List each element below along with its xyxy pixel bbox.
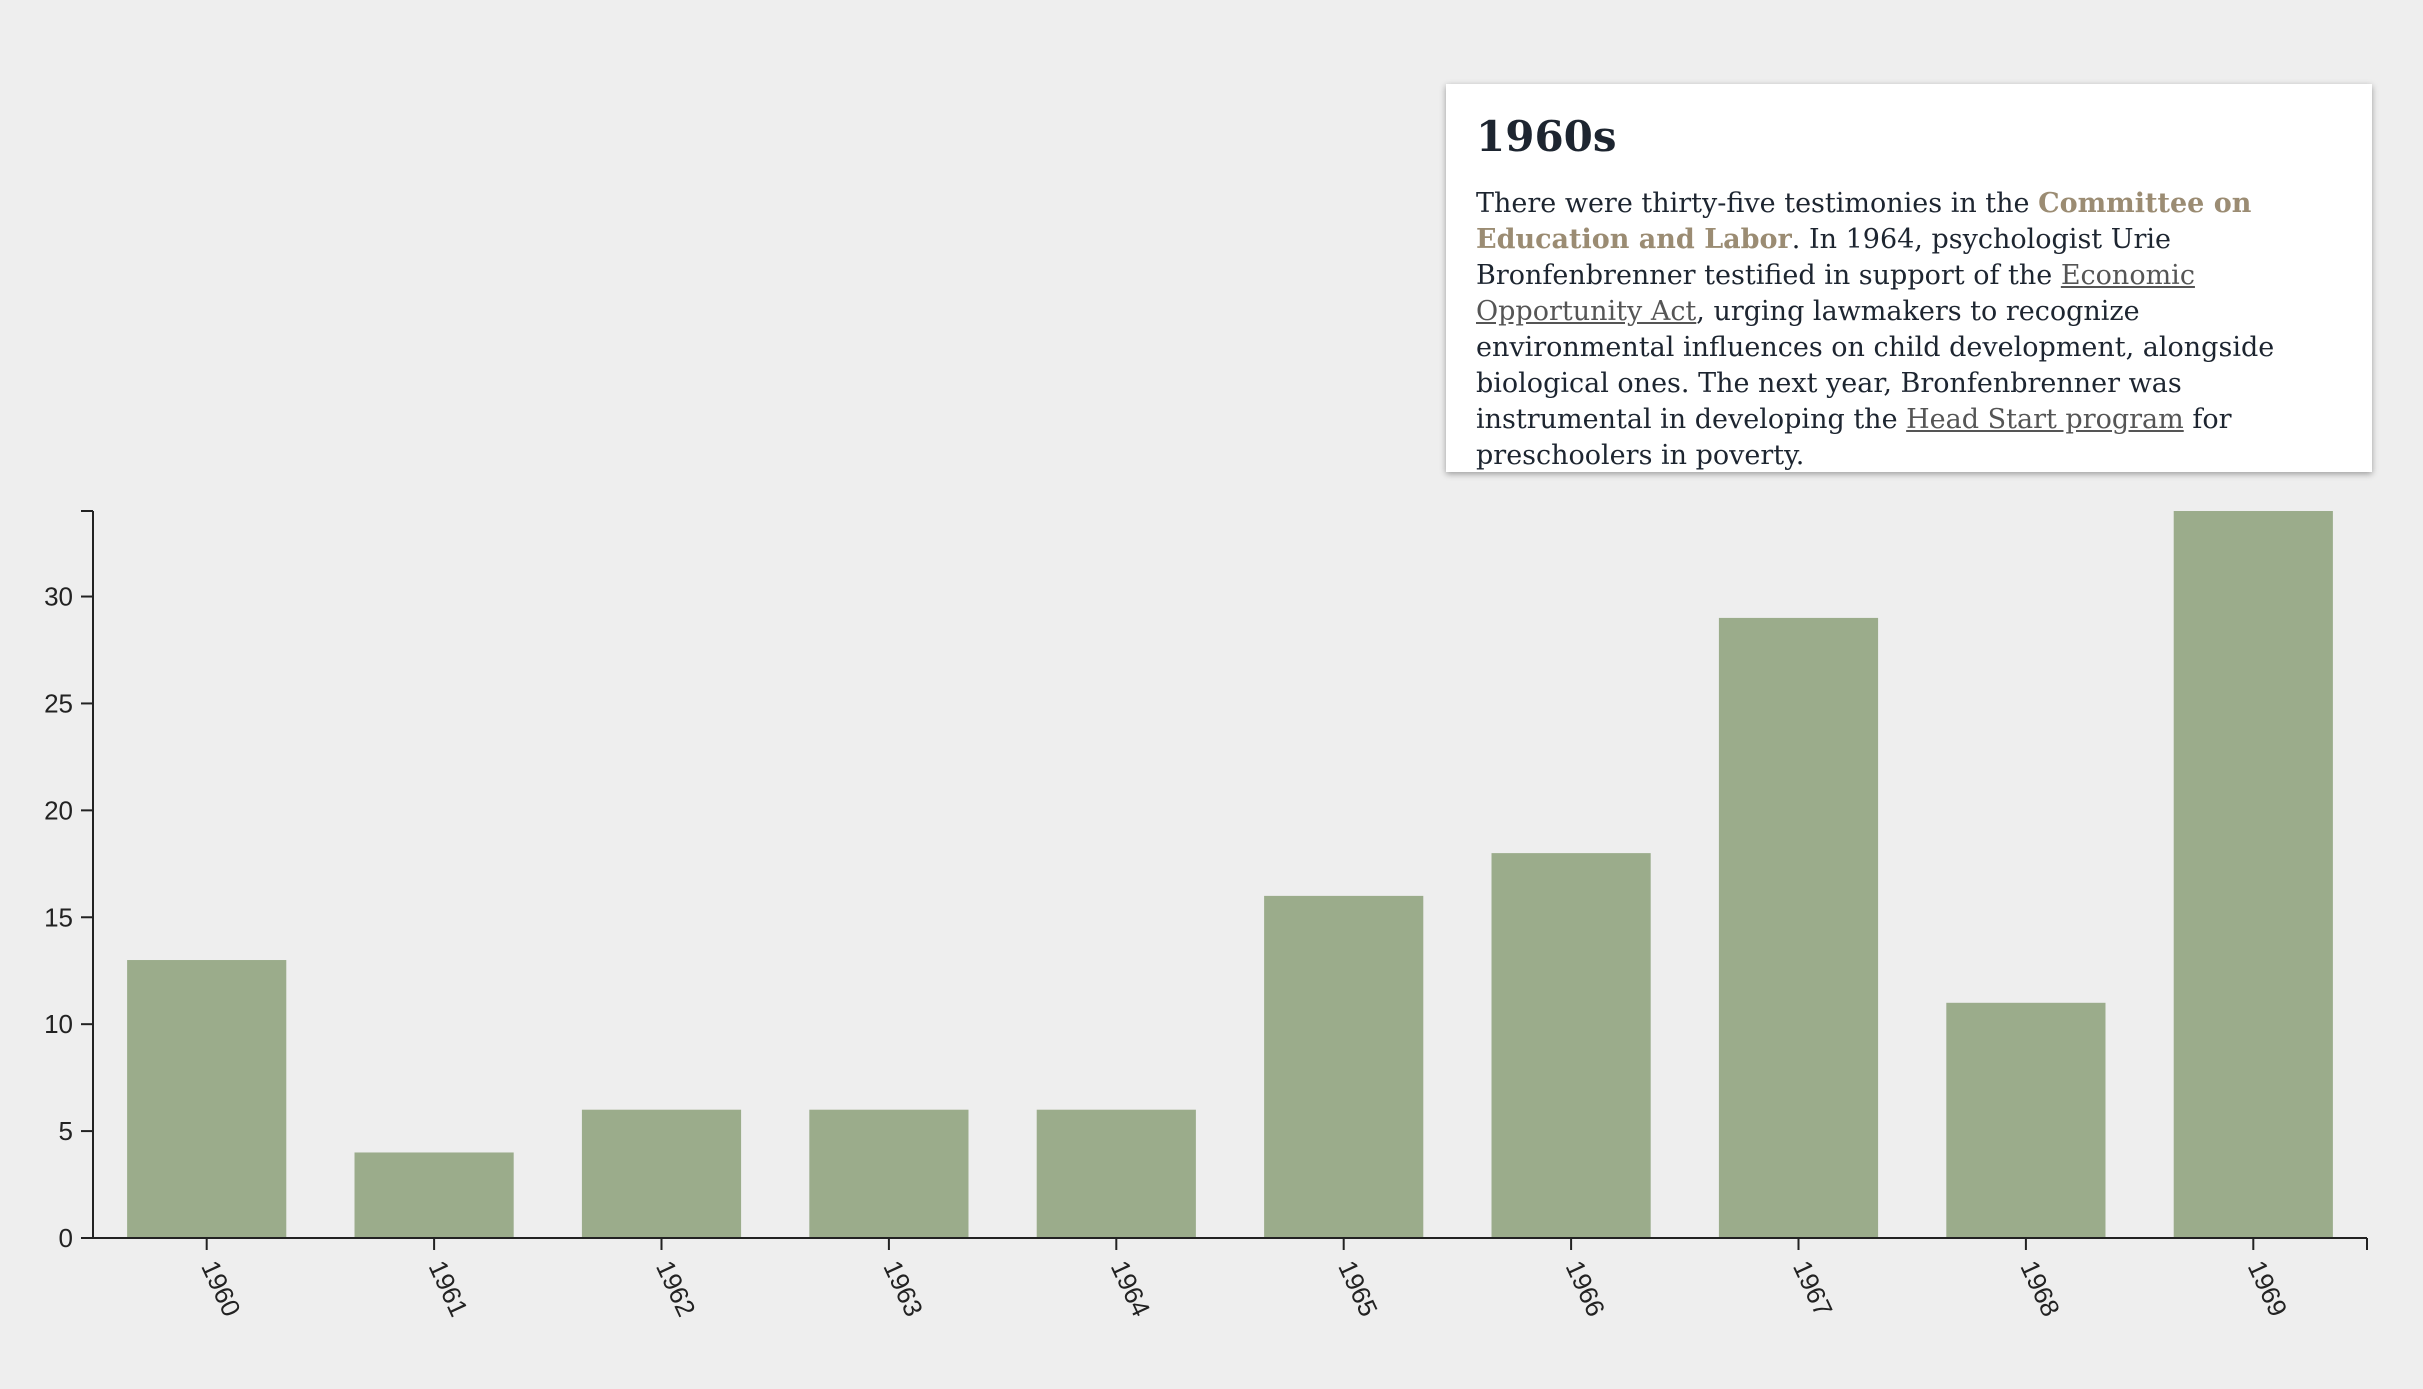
x-tick-label-1964: 1964 bbox=[1105, 1256, 1157, 1321]
y-tick-label-30: 30 bbox=[44, 582, 73, 612]
y-tick-label-25: 25 bbox=[44, 688, 73, 718]
info-card-body: There were thirty-five testimonies in th… bbox=[1476, 186, 2342, 474]
bar-1960[interactable] bbox=[127, 960, 287, 1238]
x-tick-label-1966: 1966 bbox=[1560, 1256, 1612, 1321]
economic-opportunity-act-link[interactable]: Economic Opportunity Act bbox=[1476, 260, 2195, 328]
bar-1963[interactable] bbox=[809, 1109, 969, 1238]
bar-1964[interactable] bbox=[1036, 1109, 1196, 1238]
x-tick-label-1969: 1969 bbox=[2242, 1256, 2294, 1321]
y-tick-label-15: 15 bbox=[44, 902, 73, 932]
bar-1965[interactable] bbox=[1264, 895, 1424, 1238]
bar-1967[interactable] bbox=[1718, 617, 1879, 1238]
info-card-title: 1960s bbox=[1476, 112, 1617, 161]
x-tick-label-1967: 1967 bbox=[1787, 1256, 1839, 1321]
committee-name: Committee on Education and Labor bbox=[1476, 188, 2252, 256]
y-axis: 0 5 10 15 20 25 30 bbox=[44, 510, 94, 1253]
bar-1968[interactable] bbox=[1946, 1002, 2106, 1238]
x-tick-label-1963: 1963 bbox=[877, 1256, 929, 1321]
x-axis: 1960 1961 1962 1963 1964 1965 1966 1967 1968 1969 bbox=[93, 1237, 2368, 1321]
info-card: 1960s There were thirty-five testimonies… bbox=[1446, 84, 2372, 472]
x-tick-label-1962: 1962 bbox=[650, 1256, 702, 1321]
head-start-program-link[interactable]: Head Start program bbox=[1906, 404, 2184, 436]
y-tick-label-0: 0 bbox=[59, 1223, 73, 1253]
x-tick-label-1961: 1961 bbox=[423, 1256, 475, 1321]
info-text-2: . In 1964, psychologist Urie Bronfenbren… bbox=[1476, 224, 2172, 292]
x-tick-label-1960: 1960 bbox=[195, 1256, 247, 1321]
info-text-3: , urging lawmakers to recognize environm… bbox=[1476, 296, 2275, 436]
bar-1961[interactable] bbox=[354, 1152, 514, 1238]
info-text-1: There were thirty-five testimonies in th… bbox=[1476, 188, 2039, 220]
x-tick-label-1968: 1968 bbox=[2014, 1256, 2066, 1321]
y-tick-label-10: 10 bbox=[44, 1009, 73, 1039]
bars-group bbox=[127, 511, 2333, 1238]
bar-1969[interactable] bbox=[2173, 511, 2333, 1238]
y-tick-label-20: 20 bbox=[44, 795, 73, 825]
y-tick-label-5: 5 bbox=[59, 1116, 73, 1146]
x-tick-label-1965: 1965 bbox=[1332, 1256, 1384, 1321]
bar-1966[interactable] bbox=[1491, 853, 1651, 1238]
info-text-4: for preschoolers in poverty. bbox=[1476, 404, 2232, 472]
bar-1962[interactable] bbox=[581, 1109, 742, 1238]
